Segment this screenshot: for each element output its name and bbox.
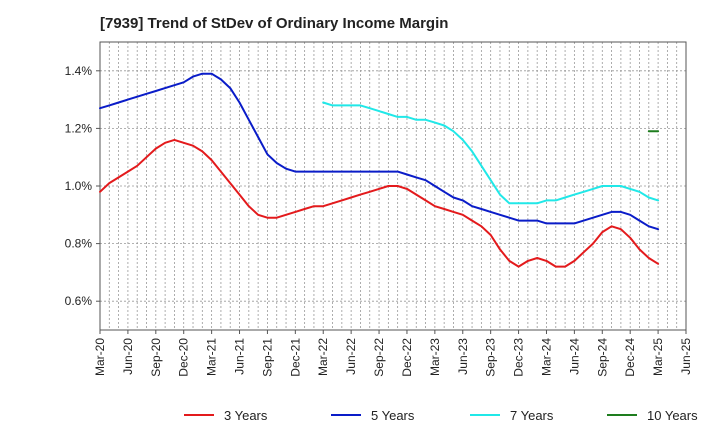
x-tick-label: Sep-23 [484, 338, 498, 377]
x-tick-label: Dec-21 [288, 338, 302, 377]
y-tick-label: 0.6% [65, 294, 93, 308]
legend-label-10-years: 10 Years [647, 408, 698, 423]
x-axis: Mar-20 Jun-20 Sep-20 Dec-20 Mar-21 Jun-21 Sep-… [93, 330, 693, 377]
series-lines [99, 72, 660, 268]
x-tick-label: Dec-22 [400, 338, 414, 377]
x-tick-label: Mar-24 [539, 338, 553, 376]
x-tick-label: Mar-23 [428, 338, 442, 376]
legend-label-5-years: 5 Years [371, 408, 415, 423]
x-tick-label: Mar-22 [316, 338, 330, 376]
x-tick-label: Sep-21 [260, 338, 274, 377]
x-tick-label: Mar-20 [93, 338, 107, 376]
x-tick-label: Sep-22 [372, 338, 386, 377]
legend-label-7-years: 7 Years [510, 408, 554, 423]
x-tick-label: Sep-24 [595, 338, 609, 377]
chart-title: [7939] Trend of StDev of Ordinary Income… [100, 15, 448, 32]
series-line-3-years [99, 138, 660, 268]
x-tick-label: Mar-25 [651, 338, 665, 376]
y-axis: 0.6% 0.8% 1.0% 1.2% 1.4% [65, 64, 100, 308]
x-tick-label: Jun-22 [344, 338, 358, 375]
x-tick-label: Mar-21 [205, 338, 219, 376]
legend: 3 Years 5 Years 7 Years 10 Years [184, 408, 698, 423]
y-tick-label: 1.2% [65, 121, 93, 135]
series-line-7-years [322, 101, 660, 205]
x-tick-label: Sep-20 [149, 338, 163, 377]
x-tick-label: Dec-20 [177, 338, 191, 377]
x-tick-label: Jun-25 [679, 338, 693, 375]
x-tick-label: Dec-23 [512, 338, 526, 377]
y-tick-label: 1.0% [65, 179, 93, 193]
x-tick-label: Jun-23 [456, 338, 470, 375]
legend-label-3-years: 3 Years [224, 408, 268, 423]
series-line-5-years [99, 72, 660, 231]
y-tick-label: 1.4% [65, 64, 93, 78]
x-tick-label: Jun-20 [121, 338, 135, 375]
x-tick-label: Dec-24 [623, 338, 637, 377]
x-tick-label: Jun-21 [233, 338, 247, 375]
y-tick-label: 0.8% [65, 237, 93, 251]
x-tick-label: Jun-24 [567, 338, 581, 375]
